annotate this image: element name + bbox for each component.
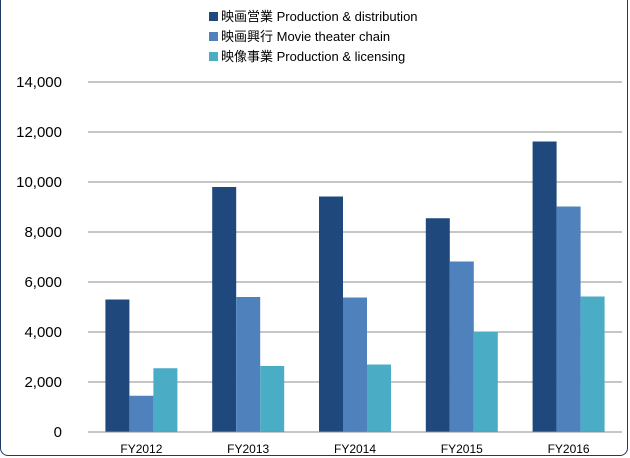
bar bbox=[319, 196, 343, 432]
legend-swatch bbox=[209, 12, 218, 21]
bar bbox=[260, 366, 285, 432]
y-axis-tick-labels: 0 2,000 4,000 6,000 8,000 10,000 12,000 14,000 bbox=[16, 74, 62, 441]
legend-label: 映画興行 Movie theater chain bbox=[221, 29, 390, 44]
y-tick-label: 14,000 bbox=[16, 74, 62, 91]
legend-label: 映像事業 Production & licensing bbox=[221, 49, 405, 64]
x-category-label: FY2013 bbox=[227, 442, 269, 456]
legend: 映画営業 Production & distribution 映画興行 Movie… bbox=[209, 9, 418, 64]
y-tick-label: 6,000 bbox=[24, 274, 62, 291]
y-tick-label: 0 bbox=[54, 424, 62, 441]
x-category-label: FY2016 bbox=[548, 442, 590, 456]
bar bbox=[236, 297, 261, 432]
legend-swatch bbox=[209, 32, 218, 41]
bar bbox=[580, 296, 605, 432]
x-category-label: FY2012 bbox=[120, 442, 162, 456]
bar bbox=[212, 187, 237, 432]
bar bbox=[367, 364, 391, 432]
bar bbox=[556, 206, 581, 432]
bar bbox=[473, 331, 498, 432]
bar bbox=[425, 218, 450, 432]
bar bbox=[449, 261, 474, 432]
x-axis-category-labels: FY2012 FY2013 FY2014 FY2015 FY2016 bbox=[120, 442, 590, 456]
bar bbox=[532, 141, 557, 432]
y-tick-label: 10,000 bbox=[16, 174, 62, 191]
x-category-label: FY2014 bbox=[334, 442, 376, 456]
bar bbox=[105, 299, 130, 432]
y-tick-label: 2,000 bbox=[24, 374, 62, 391]
bar bbox=[343, 297, 367, 432]
y-tick-label: 4,000 bbox=[24, 324, 62, 341]
legend-label: 映画営業 Production & distribution bbox=[221, 9, 418, 24]
bars bbox=[105, 141, 605, 432]
bar bbox=[153, 368, 178, 432]
legend-swatch bbox=[209, 52, 218, 61]
bar bbox=[129, 395, 154, 432]
y-tick-label: 8,000 bbox=[24, 224, 62, 241]
x-category-label: FY2015 bbox=[441, 442, 483, 456]
y-tick-label: 12,000 bbox=[16, 124, 62, 141]
